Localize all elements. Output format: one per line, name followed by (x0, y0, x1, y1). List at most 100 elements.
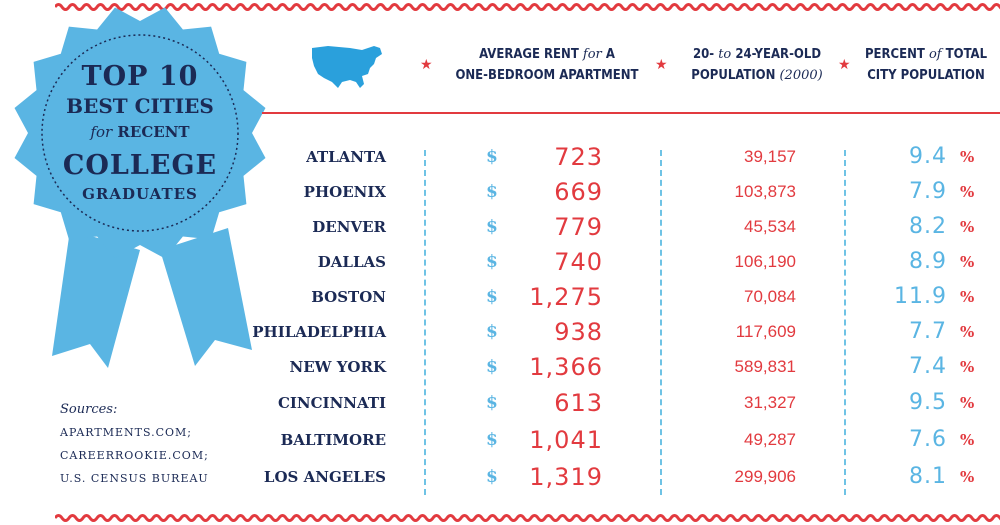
dollar-sign: $ (486, 322, 498, 342)
rent-value: 1,041 (529, 426, 603, 454)
percent-sign: % (960, 288, 975, 306)
pop-header-year: (2000) (779, 68, 823, 83)
badge-line-for-recent: for RECENT (40, 125, 240, 140)
table-row: ATLANTA $ 723 39,157 9.4 % (0, 140, 1000, 174)
percent-sign: % (960, 148, 975, 166)
population-value: 49,287 (744, 430, 796, 449)
population-value: 31,327 (744, 393, 796, 412)
column-header-population: 20- to 24-YEAR-OLD POPULATION (2000) (672, 44, 842, 86)
percent-value: 9.4 (909, 144, 947, 169)
percent-value: 11.9 (894, 284, 947, 309)
table-row: LOS ANGELES $ 1,319 299,906 8.1 % (0, 460, 1000, 494)
percent-sign: % (960, 468, 975, 486)
award-ribbon-icon (14, 7, 266, 368)
rent-header-c: ONE-BEDROOM APARTMENT (455, 68, 639, 83)
dollar-sign: $ (486, 147, 498, 167)
percent-value: 7.6 (909, 427, 947, 452)
city-name: ATLANTA (306, 148, 386, 166)
table-row: BOSTON $ 1,275 70,084 11.9 % (0, 280, 1000, 314)
source-item: U.S. CENSUS BUREAU (60, 472, 209, 485)
badge-line-graduates: GRADUATES (82, 185, 198, 203)
pop-header-b: 24-YEAR-OLD (735, 47, 822, 62)
population-value: 45,534 (744, 217, 796, 236)
top-wave-border (55, 3, 1000, 11)
percent-value: 8.9 (909, 249, 947, 274)
city-name: NEW YORK (289, 358, 387, 376)
sources-block: Sources: APARTMENTS.COM; CAREERROOKIE.CO… (60, 402, 209, 495)
badge-for-word: for (90, 123, 113, 141)
rent-value: 1,275 (529, 283, 603, 311)
pct-header-c: CITY POPULATION (867, 68, 985, 83)
rent-header-b: A (605, 47, 615, 62)
bottom-wave-border (55, 514, 1000, 522)
dollar-sign: $ (486, 393, 498, 413)
pct-header-of: of (928, 47, 942, 62)
dollar-sign: $ (486, 182, 498, 202)
rent-value: 723 (554, 143, 603, 171)
table-row: DALLAS $ 740 106,190 8.9 % (0, 245, 1000, 279)
star-icon: ★ (655, 57, 668, 73)
percent-value: 8.1 (909, 464, 947, 489)
star-icon: ★ (420, 57, 433, 73)
table-row: PHILADELPHIA $ 938 117,609 7.7 % (0, 315, 1000, 349)
population-value: 39,157 (744, 147, 796, 166)
dollar-sign: $ (486, 430, 498, 450)
pct-header-b: TOTAL (945, 47, 988, 62)
rent-header-for: for (582, 47, 602, 62)
city-name: PHILADELPHIA (252, 323, 386, 341)
source-item: APARTMENTS.COM; (60, 426, 193, 439)
city-name: BALTIMORE (280, 431, 386, 449)
dollar-sign: $ (486, 287, 498, 307)
percent-value: 9.5 (909, 390, 947, 415)
rent-value: 740 (554, 248, 603, 276)
pct-header-a: PERCENT (864, 47, 925, 62)
city-name: CINCINNATI (277, 394, 386, 412)
percent-sign: % (960, 218, 975, 236)
rent-value: 1,319 (529, 463, 603, 491)
percent-sign: % (960, 394, 975, 412)
population-value: 106,190 (734, 252, 796, 271)
badge-recent-word: RECENT (117, 123, 190, 141)
column-divider (844, 150, 846, 495)
rent-value: 1,366 (529, 353, 603, 381)
percent-sign: % (960, 358, 975, 376)
column-divider (660, 150, 662, 495)
table-row: PHOENIX $ 669 103,873 7.9 % (0, 175, 1000, 209)
rent-value: 779 (554, 213, 603, 241)
dollar-sign: $ (486, 217, 498, 237)
city-name: LOS ANGELES (263, 468, 386, 486)
rent-value: 669 (554, 178, 603, 206)
population-value: 589,831 (734, 357, 796, 376)
table-row: BALTIMORE $ 1,041 49,287 7.6 % (0, 423, 1000, 457)
dollar-sign: $ (486, 357, 498, 377)
percent-sign: % (960, 323, 975, 341)
percent-sign: % (960, 253, 975, 271)
pop-header-c: POPULATION (691, 68, 776, 83)
population-value: 299,906 (734, 467, 796, 486)
table-row: CINCINNATI $ 613 31,327 9.5 % (0, 386, 1000, 420)
star-icon: ★ (838, 57, 851, 73)
city-name: DENVER (312, 218, 386, 236)
source-item: CAREERROOKIE.COM; (60, 449, 209, 462)
dollar-sign: $ (486, 467, 498, 487)
percent-value: 8.2 (909, 214, 947, 239)
pop-header-a: 20- (692, 47, 715, 62)
percent-value: 7.7 (909, 319, 947, 344)
rent-header-a: AVERAGE RENT (479, 47, 579, 62)
column-header-rent: AVERAGE RENT for A ONE-BEDROOM APARTMENT (432, 44, 662, 86)
city-name: DALLAS (317, 253, 386, 271)
population-value: 103,873 (734, 182, 796, 201)
badge-line-best-cities: BEST CITIES (66, 94, 214, 118)
city-name: BOSTON (311, 288, 386, 306)
rent-value: 613 (554, 389, 603, 417)
dollar-sign: $ (486, 252, 498, 272)
rent-value: 938 (554, 318, 603, 346)
sources-title: Sources: (60, 402, 118, 417)
header-divider (262, 112, 1000, 114)
badge-line-top10: TOP 10 (81, 61, 199, 92)
column-divider (424, 150, 426, 495)
table-row: DENVER $ 779 45,534 8.2 % (0, 210, 1000, 244)
table-row: NEW YORK $ 1,366 589,831 7.4 % (0, 350, 1000, 384)
city-name: PHOENIX (303, 183, 386, 201)
population-value: 117,609 (735, 322, 796, 341)
